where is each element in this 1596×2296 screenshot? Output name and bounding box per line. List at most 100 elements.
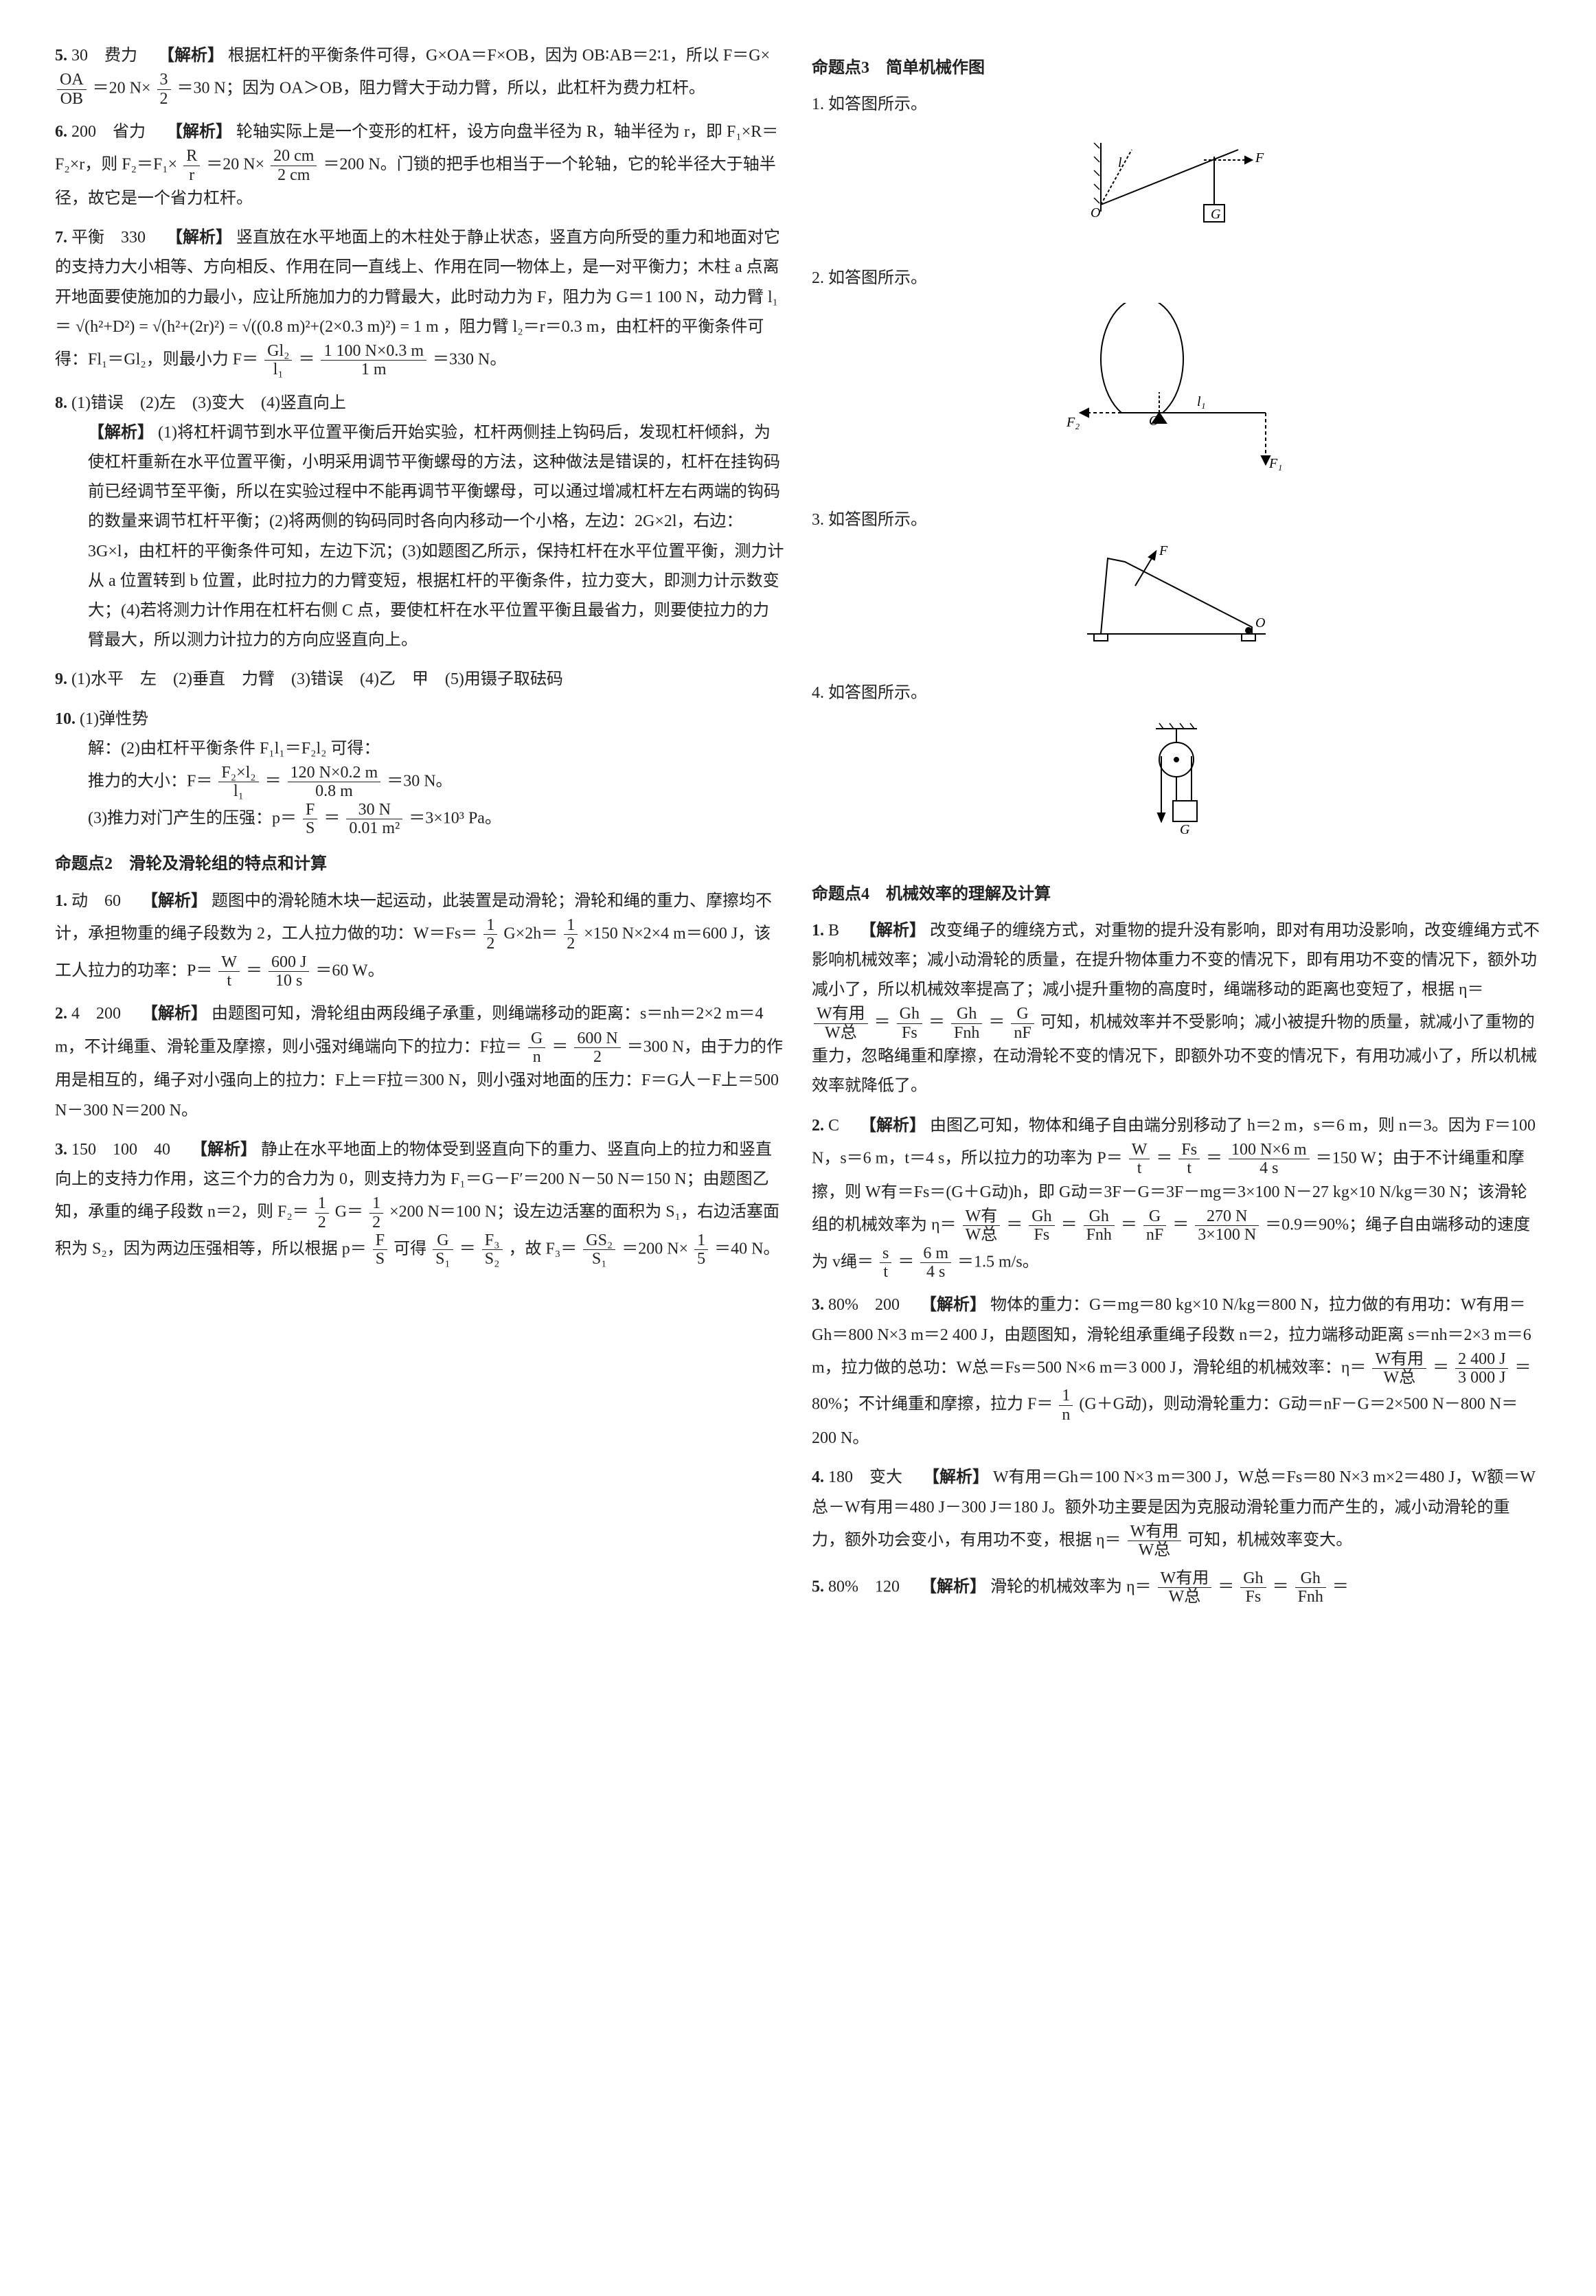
item-num: 3.: [55, 1141, 67, 1159]
fraction: Gl₂l₁: [264, 342, 292, 379]
text: 滑轮的机械效率为 η＝: [990, 1578, 1152, 1595]
text: (1)水平 左 (2)垂直 力臂 (3)错误 (4)乙 甲 (5)用镊子取砝码: [71, 670, 563, 688]
analysis-tag: 【解析】: [141, 1005, 207, 1023]
text: 可得: [394, 1240, 431, 1258]
text: ＝: [1006, 1216, 1023, 1234]
item-num: 6.: [55, 123, 67, 141]
fraction: GhFnh: [951, 1005, 982, 1042]
svg-text:l: l: [1118, 155, 1122, 170]
diagram-3: F O: [812, 545, 1541, 665]
fraction: F₃S₂: [482, 1231, 503, 1269]
item-num: 5.: [55, 47, 67, 65]
topic2-item-2: 2. 4 200 【解析】 由题图可知，滑轮组由两段绳子承重，则绳端移动的距离：…: [55, 999, 784, 1125]
answer-prefix: B: [828, 922, 856, 940]
svg-text:G: G: [1180, 822, 1190, 837]
svg-text:O: O: [1149, 413, 1159, 429]
text: ＝200 N×: [622, 1240, 688, 1258]
fraction: GhFs: [897, 1005, 922, 1042]
text: ＝330 N。: [433, 350, 506, 368]
svg-text:G: G: [1211, 207, 1221, 222]
text: ＝: [298, 350, 315, 368]
answer-prefix: 30 费力: [71, 47, 154, 65]
fraction: 12: [315, 1194, 329, 1231]
text: ＝: [1332, 1578, 1349, 1595]
fraction: 270 N3×100 N: [1195, 1207, 1259, 1244]
text: G×2h＝: [503, 924, 558, 942]
fraction: 2 400 J3 000 J: [1455, 1350, 1508, 1387]
analysis-tag: 【解析】: [158, 47, 224, 65]
fraction: FS: [303, 801, 317, 838]
fraction: 20 cm2 cm: [271, 147, 317, 184]
fraction: GhFnh: [1295, 1569, 1326, 1606]
left-column: 5. 30 费力 【解析】 根据杠杆的平衡条件可得，G×OA＝F×OB，因为 O…: [55, 41, 784, 1615]
answer-prefix: 80% 120: [828, 1578, 916, 1595]
svg-text:O: O: [1091, 205, 1100, 220]
fraction: 32: [157, 71, 171, 108]
topic2-item-3: 3. 150 100 40 【解析】 静止在水平地面上的物体受到竖直向下的重力、…: [55, 1135, 784, 1269]
analysis-tag: 【解析】: [141, 892, 207, 910]
svg-text:F: F: [1255, 150, 1264, 166]
text: ＝: [1273, 1578, 1289, 1595]
fraction: st: [880, 1244, 891, 1282]
item-num: 4.: [812, 1468, 824, 1486]
item-num: 9.: [55, 670, 67, 688]
text: 可知，机械效率变大。: [1187, 1531, 1352, 1549]
text: ＝: [459, 1240, 476, 1258]
text: ＝: [551, 1038, 568, 1056]
item-num: 5.: [812, 1578, 824, 1595]
analysis-tag: 【解析】: [166, 123, 232, 141]
item-5: 5. 30 费力 【解析】 根据杠杆的平衡条件可得，G×OA＝F×OB，因为 O…: [55, 41, 784, 108]
fraction: Fst: [1178, 1141, 1200, 1178]
fraction: 30 N0.01 m²: [346, 801, 402, 838]
diagram-1: F G O l: [812, 129, 1541, 249]
fraction: 12: [564, 916, 578, 953]
topic4-item-1: 1. B 【解析】 改变绳子的缠绕方式，对重物的提升没有影响，即对有用功没影响，…: [812, 916, 1541, 1102]
fraction: W有用W总: [814, 1005, 868, 1042]
item-num: 1.: [812, 922, 824, 940]
analysis-tag: 【解析】: [923, 1468, 989, 1486]
text: ＝60 W。: [315, 962, 384, 979]
topic4-item-2: 2. C 【解析】 由图乙可知，物体和绳子自由端分别移动了 h＝2 m，s＝6 …: [812, 1111, 1541, 1282]
topic4-item-4: 4. 180 变大 【解析】 W有用＝Gh＝100 N×3 m＝300 J，W总…: [812, 1463, 1541, 1559]
answer-head: (1)错误 (2)左 (3)变大 (4)竖直向上: [71, 394, 346, 412]
svg-text:O: O: [1255, 615, 1265, 630]
item-7: 7. 平衡 330 【解析】 竖直放在水平地面上的木柱处于静止状态，竖直方向所受…: [55, 223, 784, 379]
item-num: 3.: [812, 1296, 824, 1314]
fraction: 600 N2: [574, 1030, 620, 1067]
text: ＝1.5 m/s。: [957, 1253, 1039, 1271]
text: ，故 F₃＝: [509, 1240, 578, 1258]
text: ＝: [1121, 1216, 1137, 1234]
item-6: 6. 200 省力 【解析】 轮轴实际上是一个变形的杠杆，设方向盘半径为 R，轴…: [55, 117, 784, 214]
text: ＝20 N×: [93, 80, 151, 98]
answer-prefix: 150 100 40: [71, 1141, 187, 1159]
text: ＝: [1433, 1359, 1449, 1376]
item-num: 10.: [55, 710, 76, 728]
fraction: GS₂S₁: [583, 1231, 615, 1269]
fraction: 15: [694, 1231, 708, 1269]
item-num: 2.: [812, 1117, 824, 1135]
answer-prefix: 200 省力: [71, 123, 162, 141]
solution-line: 推力的大小：F＝ F₂×l₂l₁ ＝ 120 N×0.2 m0.8 m ＝30 …: [88, 764, 784, 801]
item-8: 8. (1)错误 (2)左 (3)变大 (4)竖直向上 【解析】 (1)将杠杆调…: [55, 389, 784, 656]
solution-line: (3)推力对门产生的压强：p＝ FS ＝ 30 N0.01 m² ＝3×10³ …: [88, 801, 784, 838]
text: (1)将杠杆调节到水平位置平衡后开始实验，杠杆两侧挂上钩码后，发现杠杆倾斜，为使…: [88, 424, 784, 649]
svg-text:F₁: F₁: [1268, 456, 1282, 471]
item-9: 9. (1)水平 左 (2)垂直 力臂 (3)错误 (4)乙 甲 (5)用镊子取…: [55, 665, 784, 694]
answer-prefix: 动 60: [71, 892, 137, 910]
topic-4-title: 命题点4 机械效率的理解及计算: [812, 880, 1541, 909]
fraction: Gn: [528, 1030, 545, 1067]
item-num: 1.: [55, 892, 67, 910]
fraction: W有用W总: [1372, 1350, 1426, 1387]
topic4-item-5: 5. 80% 120 【解析】 滑轮的机械效率为 η＝ W有用W总 ＝ GhFs…: [812, 1569, 1541, 1606]
topic4-item-3: 3. 80% 200 【解析】 物体的重力：G＝mg＝80 kg×10 N/kg…: [812, 1291, 1541, 1453]
diagram-4: G: [812, 718, 1541, 866]
fraction: GnF: [1143, 1207, 1166, 1244]
fraction: 120 N×0.2 m0.8 m: [288, 764, 381, 801]
text: ＝20 N×: [206, 156, 264, 174]
wheel-axle-diagram-icon: O F₁ F₂ l₁: [1053, 303, 1300, 481]
fraction: GhFs: [1029, 1207, 1054, 1244]
fraction: Wt: [1129, 1141, 1150, 1178]
fraction: OAOB: [57, 71, 87, 108]
text: ＝40 N。: [714, 1240, 779, 1258]
fraction: 600 J10 s: [269, 953, 309, 990]
